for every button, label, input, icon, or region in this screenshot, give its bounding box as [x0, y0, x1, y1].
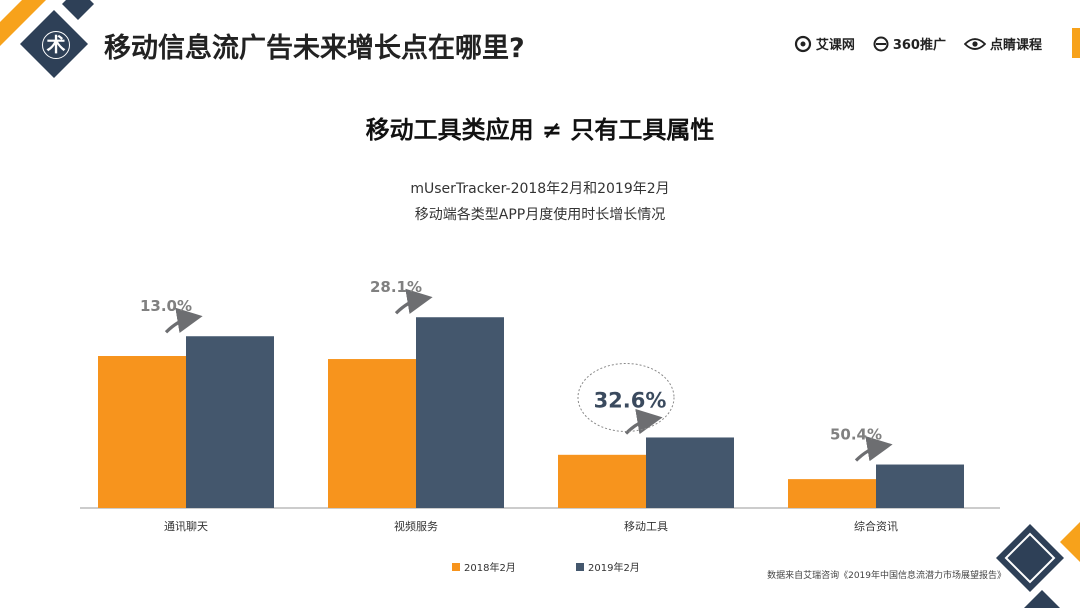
- 360-logo-icon: [873, 36, 889, 51]
- bar-2018-3: [558, 454, 646, 508]
- page-title: 移动信息流广告未来增长点在哪里?: [104, 33, 525, 64]
- bar-2019-2: [416, 317, 504, 508]
- logo-360: 360推广: [873, 34, 946, 53]
- x-tick-label: 通讯聊天: [164, 519, 208, 533]
- badge-char: 术: [42, 31, 70, 59]
- logo-360-label: 360推广: [892, 38, 946, 53]
- growth-label: 13.0%: [140, 297, 192, 315]
- logo-aikewang-label: 艾课网: [815, 38, 855, 53]
- legend-label-2019: 2019年2月: [588, 561, 640, 574]
- bar-2018-1: [98, 356, 186, 508]
- growth-arrow: [854, 436, 893, 462]
- highlight-circle: [577, 362, 675, 432]
- eye-logo-icon: [963, 37, 986, 50]
- growth-label: 50.4%: [830, 426, 882, 444]
- x-tick-label: 视频服务: [394, 519, 438, 533]
- legend-swatch-2019: [576, 563, 584, 571]
- logo-dianjing: 点睛课程: [963, 34, 1042, 53]
- growth-label: 32.6%: [594, 388, 667, 412]
- chart-subtitle-line2: 移动端各类型APP月度使用时长增长情况: [414, 207, 666, 223]
- bar-2019-4: [876, 464, 964, 508]
- chart-subtitle-line1: mUserTracker-2018年2月和2019年2月: [410, 181, 670, 197]
- x-tick-label: 综合资讯: [854, 519, 898, 533]
- legend-swatch-2018: [452, 563, 460, 571]
- logo-dianjing-label: 点睛课程: [989, 38, 1042, 53]
- logo-aikewang: 艾课网: [794, 34, 855, 53]
- corner-decoration-top-right: [1072, 28, 1080, 58]
- bar-2018-2: [328, 359, 416, 508]
- growth-arrow: [394, 288, 433, 315]
- growth-arrow: [624, 408, 663, 435]
- legend-label-2018: 2018年2月: [464, 561, 516, 574]
- main-heading: 移动工具类应用 ≠ 只有工具属性: [365, 116, 715, 144]
- bar-2019-1: [186, 336, 274, 508]
- bar-2018-4: [788, 479, 876, 508]
- growth-arrow: [164, 307, 203, 334]
- bar-2019-3: [646, 437, 734, 508]
- growth-label: 28.1%: [370, 278, 422, 296]
- corner-decoration-bottom-right: [996, 522, 1080, 608]
- partner-logos: 艾课网 360推广 点睛课程: [794, 34, 1042, 53]
- source-note: 数据来自艾瑞咨询《2019年中国信息流潜力市场展望报告》: [767, 571, 1006, 581]
- aikewang-logo-icon: [794, 35, 811, 52]
- x-tick-label: 移动工具: [624, 520, 668, 533]
